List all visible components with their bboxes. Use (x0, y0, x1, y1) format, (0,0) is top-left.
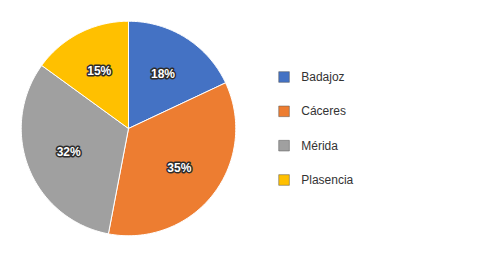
svg-text:Cáceres: Cáceres (301, 104, 346, 118)
svg-text:Mérida: Mérida (301, 139, 338, 153)
svg-text:Plasencia: Plasencia (301, 173, 353, 187)
svg-text:18%: 18% (151, 67, 175, 81)
svg-text:35%: 35% (167, 161, 191, 175)
svg-text:Badajoz: Badajoz (301, 70, 344, 84)
svg-text:32%: 32% (57, 145, 81, 159)
svg-text:15%: 15% (87, 64, 111, 78)
